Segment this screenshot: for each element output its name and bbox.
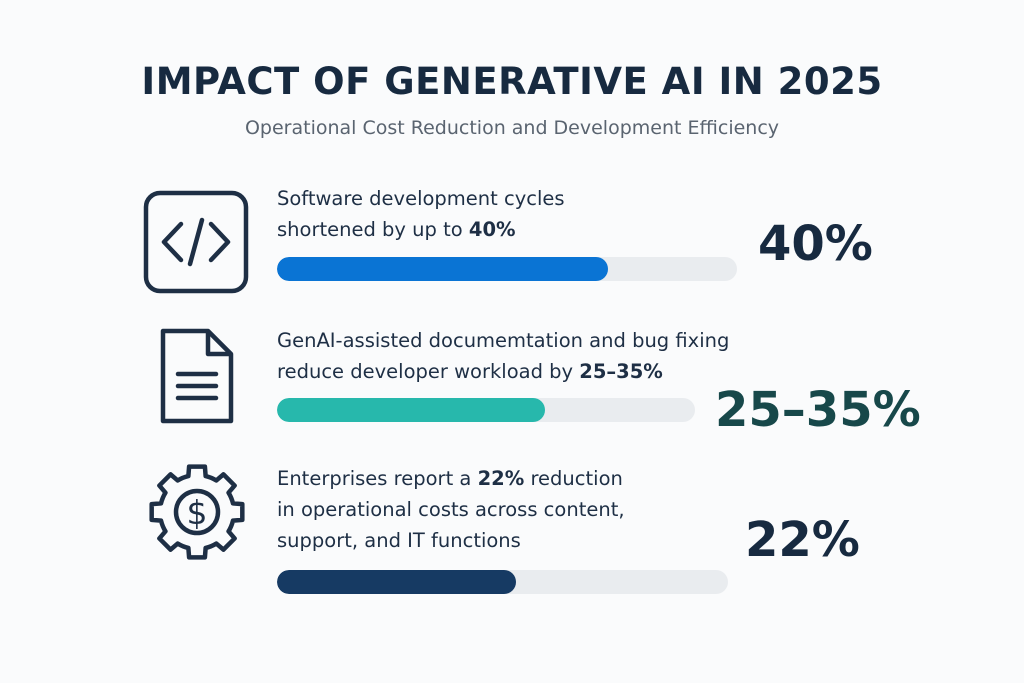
- row-3-line-2: in operational costs across content,: [277, 498, 625, 521]
- row-1-progress-bar: [277, 257, 737, 281]
- row-1-line-2: shortened by up to 40%: [277, 218, 516, 241]
- svg-text:$: $: [187, 493, 208, 532]
- row-3-progress-fill: [277, 570, 517, 594]
- row-1-text: Software development cycles shortened by…: [277, 183, 565, 245]
- page-subtitle: Operational Cost Reduction and Developme…: [244, 117, 780, 139]
- row-3-progress-bar: [277, 570, 728, 594]
- row-3-text: Enterprises report a 22% reduction in op…: [277, 463, 625, 556]
- gear-dollar-icon: $: [147, 462, 247, 566]
- row-2-progress-fill: [277, 398, 545, 422]
- row-2-line-1: GenAI-assisted documemtation and bug fix…: [277, 329, 730, 352]
- row-2-progress-bar: [277, 398, 695, 422]
- row-1-line-1: Software development cycles: [277, 187, 565, 210]
- row-3-line-3: support, and IT functions: [277, 529, 521, 552]
- row-3-stat: 22%: [745, 512, 860, 568]
- row-3-line-1: Enterprises report a 22% reduction: [277, 467, 623, 490]
- page-title: IMPACT OF GENERATIVE AI IN 2025: [141, 60, 883, 103]
- row-3-highlight: 22%: [477, 467, 525, 490]
- row-2-stat: 25–35%: [715, 382, 921, 438]
- row-1-progress-fill: [277, 257, 609, 281]
- row-2-line-2: reduce developer workload by 25–35%: [277, 360, 663, 383]
- row-2-highlight: 25–35%: [579, 360, 663, 383]
- code-icon: [143, 190, 249, 298]
- row-2-text: GenAI-assisted documemtation and bug fix…: [277, 325, 729, 387]
- row-1-highlight: 40%: [468, 218, 516, 241]
- row-1-stat: 40%: [758, 216, 873, 272]
- document-icon: [158, 326, 236, 430]
